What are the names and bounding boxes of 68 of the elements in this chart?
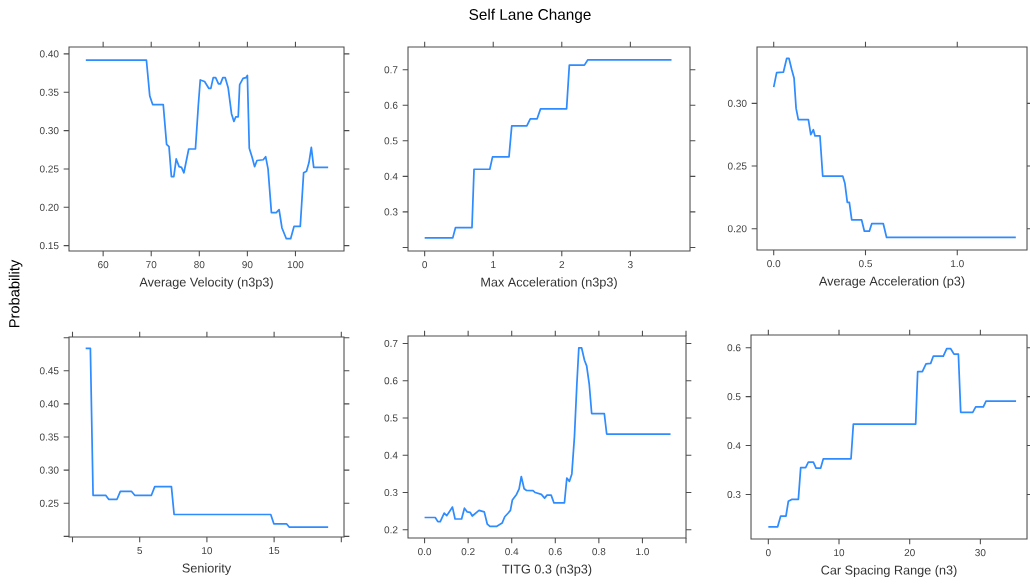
x-tick-label: 3 (627, 261, 633, 269)
chart-title: Self Lane Change (469, 8, 591, 23)
y-tick-label: 0.5 (727, 393, 741, 401)
y-tick-label: 0.45 (39, 367, 59, 375)
x-tick-label: 60 (98, 261, 109, 269)
y-tick-label: 0.20 (727, 225, 747, 233)
y-tick-label: 0.3 (727, 490, 741, 499)
x-axis-title: Car Spacing Range (n3) (821, 565, 957, 578)
y-tick-label: 0.6 (727, 344, 741, 352)
x-tick-label: 10 (834, 549, 845, 557)
y-tick-label: 0.25 (727, 162, 747, 170)
y-tick-label: 0.6 (384, 377, 398, 385)
y-tick-label: 0.4 (384, 451, 398, 459)
y-tick-label: 0.30 (39, 127, 59, 135)
x-axis-title: Average Velocity (n3p3) (139, 277, 273, 290)
x-tick-label: 15 (269, 547, 280, 555)
y-tick-label: 0.15 (39, 242, 59, 250)
x-tick-label: 0.8 (592, 548, 606, 556)
y-tick-label: 0.5 (384, 414, 398, 422)
y-tick-label: 0.2 (384, 526, 398, 534)
x-tick-label: 0.4 (505, 548, 519, 556)
y-tick-label: 0.25 (39, 165, 59, 173)
x-tick-label: 1 (491, 261, 496, 268)
line-series (772, 57, 1017, 239)
x-tick-label: 1.0 (951, 260, 964, 268)
x-tick-label: 100 (287, 261, 304, 269)
y-tick-label: 0.7 (384, 339, 398, 348)
x-tick-label: 0.0 (767, 260, 781, 268)
x-tick-label: 90 (242, 261, 253, 269)
x-tick-label: 5 (137, 547, 143, 555)
line-series (84, 59, 330, 240)
y-tick-label: 0.5 (384, 137, 398, 145)
x-tick-label: 2 (559, 261, 565, 269)
y-tick-label: 0.40 (39, 50, 59, 58)
x-tick-label: 10 (202, 547, 213, 555)
x-tick-label: 0 (765, 549, 771, 557)
y-tick-label: 0.20 (39, 203, 59, 211)
y-tick-label: 0.35 (39, 433, 59, 441)
x-tick-label: 0.2 (461, 548, 475, 556)
y-tick-label: 0.3 (384, 488, 398, 497)
x-tick-label: 70 (146, 261, 157, 269)
x-tick-label: 0.6 (548, 548, 562, 556)
line-series (767, 347, 1017, 528)
y-tick-label: 0.25 (39, 499, 59, 507)
x-tick-label: 1.0 (636, 548, 649, 556)
line-series (423, 58, 673, 239)
line-series (84, 347, 330, 528)
y-tick-label: 0.6 (384, 101, 398, 109)
y-tick-label: 0.40 (39, 400, 59, 408)
x-tick-label: 20 (904, 549, 915, 557)
x-tick-label: 30 (975, 549, 986, 557)
y-tick-label: 0.4 (727, 442, 741, 450)
x-axis-title: Max Acceleration (n3p3) (481, 277, 617, 290)
x-axis-title: Seniority (182, 563, 232, 576)
x-tick-label: 0.0 (418, 548, 432, 556)
x-axis-title: TITG 0.3 (n3p3) (502, 564, 592, 577)
y-tick-label: 0.3 (384, 208, 398, 216)
x-tick-label: 0.5 (858, 260, 873, 268)
y-axis-title: Probability (8, 259, 23, 328)
x-axis-title: Average Acceleration (p3) (818, 276, 965, 289)
y-tick-label: 0.35 (39, 88, 59, 96)
x-tick-label: 0 (422, 261, 428, 269)
line-series (423, 347, 672, 528)
y-tick-label: 0.7 (384, 66, 398, 74)
x-tick-label: 80 (194, 261, 205, 269)
y-tick-label: 0.30 (39, 466, 59, 474)
y-tick-label: 0.4 (384, 172, 398, 180)
y-tick-label: 0.30 (727, 99, 747, 107)
